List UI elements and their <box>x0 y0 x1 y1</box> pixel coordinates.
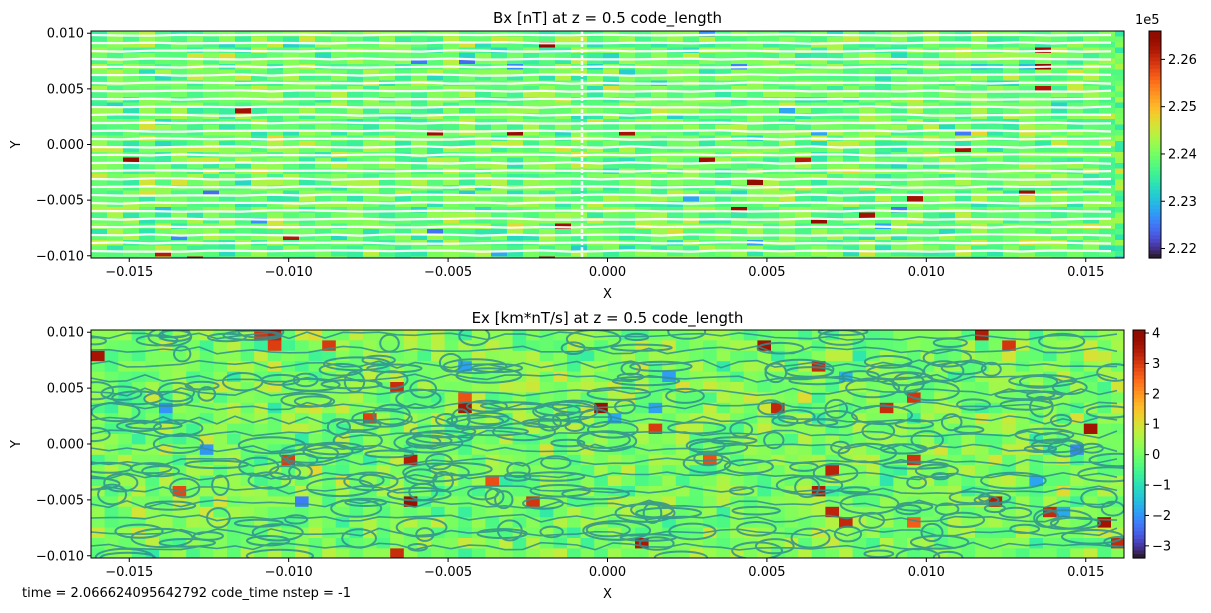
x-tick-label: −0.005 <box>424 565 472 580</box>
x-tick-label: 0.000 <box>589 565 626 580</box>
x-tick-label: −0.015 <box>105 565 153 580</box>
y-tick-label: −0.010 <box>36 549 84 564</box>
y-tick-label: −0.005 <box>36 493 84 508</box>
colorbar-tick-label: 2.26 <box>1168 53 1197 68</box>
colorbar-offset-label: 1e5 <box>1135 13 1160 28</box>
colorbar: 2.22 2.23 2.24 2.25 2.26 1e5 <box>1135 13 1197 259</box>
x-tick-label: 0.000 <box>589 265 626 280</box>
x-tick-label: 0.010 <box>908 565 945 580</box>
y-tick-label: 0.010 <box>47 326 84 341</box>
colorbar-tick-label: 2.24 <box>1168 147 1197 162</box>
x-axis-label: X <box>603 587 612 602</box>
colorbar-tick-label: −3 <box>1152 539 1171 554</box>
colorbar-tick-label: 2.23 <box>1168 195 1197 210</box>
x-tick-label: −0.005 <box>424 265 472 280</box>
colorbar: 4 3 2 1 0 −1 −2 −3 <box>1132 327 1171 559</box>
y-axis-label: Y <box>9 140 24 149</box>
x-tick-label: −0.010 <box>265 565 313 580</box>
y-tick-label: 0.010 <box>47 27 84 42</box>
x-axis-label: X <box>603 287 612 302</box>
x-tick-label: 0.015 <box>1067 565 1104 580</box>
y-tick-label: −0.005 <box>36 194 84 209</box>
colorbar-tick-label: 1 <box>1152 418 1160 433</box>
y-tick-label: 0.000 <box>47 138 84 153</box>
y-tick-label: 0.005 <box>47 82 84 97</box>
y-tick-label: −0.010 <box>36 249 84 264</box>
colorbar-tick-label: −1 <box>1152 479 1171 494</box>
x-tick-label: 0.005 <box>748 265 785 280</box>
colorbar-tick-label: −2 <box>1152 509 1171 524</box>
colorbar-tick-label: 0 <box>1152 448 1160 463</box>
y-tick-label: 0.005 <box>47 382 84 397</box>
chart-panel-1: Bx [nT] at z = 0.5 code_length −0.015 −0.0… <box>9 9 1197 302</box>
x-tick-label: −0.010 <box>265 265 313 280</box>
chart-panel-2: Ex [km*nT/s] at z = 0.5 code_length −0.01… <box>9 309 1171 602</box>
colorbar-tick-label: 2.22 <box>1168 242 1197 257</box>
contour-lines <box>91 330 1124 558</box>
x-tick-label: 0.015 <box>1067 265 1104 280</box>
colorbar-tick-label: 2 <box>1152 387 1160 402</box>
heatmap-field <box>91 330 1124 558</box>
x-tick-label: 0.005 <box>748 565 785 580</box>
colorbar-tick-label: 4 <box>1152 327 1160 342</box>
y-axis-label: Y <box>9 440 24 449</box>
heatmap-field <box>91 31 1124 258</box>
y-tick-label: 0.000 <box>47 438 84 453</box>
chart-title: Bx [nT] at z = 0.5 code_length <box>493 9 722 28</box>
colorbar-tick-label: 3 <box>1152 357 1160 372</box>
footer-time-label: time = 2.066624095642792 code_time nstep… <box>22 586 351 601</box>
x-tick-label: −0.015 <box>105 265 153 280</box>
chart-title: Ex [km*nT/s] at z = 0.5 code_length <box>472 309 744 328</box>
colorbar-tick-label: 2.25 <box>1168 100 1197 115</box>
streamlines <box>91 31 1112 258</box>
x-tick-label: 0.010 <box>908 265 945 280</box>
